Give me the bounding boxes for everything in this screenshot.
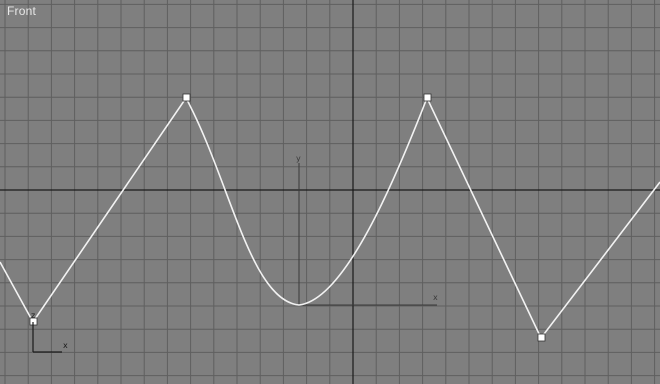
transform-gizmo[interactable]: y x	[296, 154, 438, 306]
gizmo-x-label: x	[433, 293, 438, 302]
spline-vertex[interactable]	[423, 93, 432, 102]
tripod-x-label: x	[63, 341, 68, 350]
viewport-label[interactable]: Front	[7, 4, 37, 18]
spline-vertex[interactable]	[537, 333, 546, 342]
spline-path[interactable]	[0, 95, 660, 340]
tripod-z-label: z	[31, 311, 35, 320]
spline-vertices	[29, 93, 546, 342]
axis-tripod: x z	[31, 311, 68, 353]
gizmo-y-label: y	[296, 154, 301, 163]
spline-vertex[interactable]	[182, 93, 191, 102]
